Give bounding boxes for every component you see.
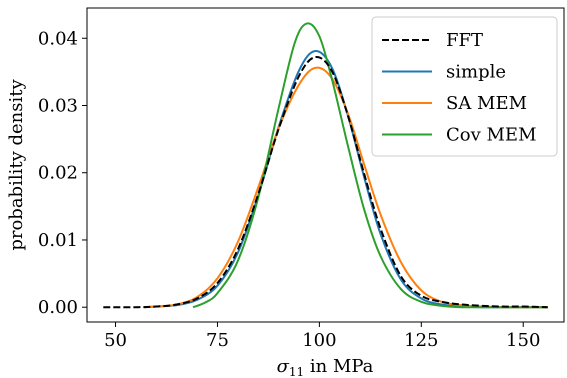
x-tick-label: 125: [404, 330, 438, 351]
legend: FFT simple SA MEM Cov MEM: [371, 16, 558, 157]
x-axis-label-unit: in MPa: [304, 356, 374, 377]
y-tick-label: 0.03: [38, 95, 78, 116]
y-tick-label: 0.00: [38, 297, 78, 318]
y-tick-label: 0.04: [38, 28, 78, 49]
legend-label: SA MEM: [446, 93, 527, 114]
y-axis-ticks: 0.00 0.01 0.02 0.03 0.04: [38, 28, 87, 318]
plot-frame: [86, 7, 565, 323]
x-tick-label: 150: [506, 330, 540, 351]
x-tick-label: 100: [302, 330, 336, 351]
x-axis-label: σ11 in MPa: [277, 356, 374, 378]
legend-label: Cov MEM: [446, 125, 537, 146]
legend-label: simple: [446, 62, 506, 83]
x-tick-label: 75: [206, 330, 229, 351]
x-axis-label-subscript: 11: [289, 365, 304, 378]
y-tick-label: 0.02: [38, 163, 78, 184]
y-tick-label: 0.01: [38, 230, 78, 251]
y-axis-label: probability density: [6, 79, 27, 251]
x-tick-label: 50: [104, 330, 127, 351]
legend-label: FFT: [446, 30, 483, 51]
x-axis-ticks: 50 75 100 125 150: [104, 322, 540, 351]
legend-box: [371, 16, 558, 157]
series-line-cov-mem: [192, 22, 548, 309]
x-axis-label-symbol: σ: [277, 356, 290, 377]
series-layer: [103, 22, 548, 309]
series-line-fft: [103, 56, 548, 309]
